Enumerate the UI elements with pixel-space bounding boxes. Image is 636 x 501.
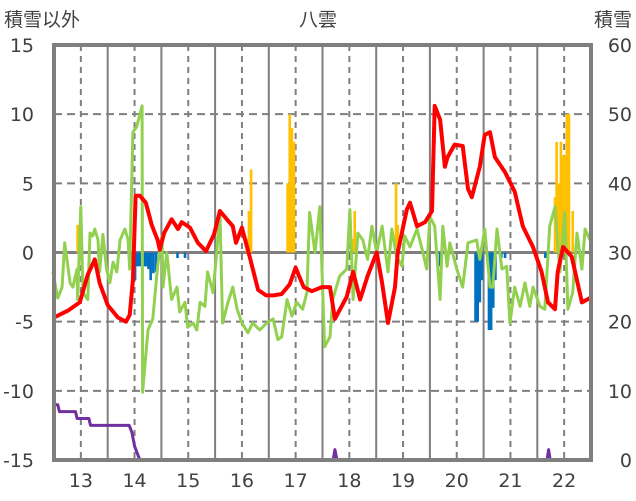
x-tick-label: 20: [445, 470, 469, 492]
y-left-tick-label: 5: [22, 173, 34, 195]
orange-bar: [353, 211, 357, 253]
blue-bar: [480, 252, 484, 281]
x-tick-label: 18: [337, 470, 361, 492]
right-axis-label: 積雪: [594, 9, 632, 31]
blue-bar: [183, 252, 187, 259]
orange-bar: [249, 169, 253, 253]
x-tick-label: 21: [498, 470, 522, 492]
orange-bar: [557, 183, 561, 253]
y-left-tick-label: -10: [3, 381, 34, 403]
tick-labels: 13 14 15 16 17 18 19 20 21 22151050-5-10-15605040…: [3, 35, 632, 492]
x-tick-label: 16: [230, 470, 254, 492]
x-tick-label: 22: [552, 470, 576, 492]
blue-bar: [487, 252, 491, 330]
blue-bar: [138, 252, 141, 267]
orange-bar: [247, 211, 251, 253]
x-tick-label: 19: [391, 470, 415, 492]
orange-bar: [565, 114, 569, 253]
blue-bar: [147, 252, 150, 270]
y-right-tick-label: 60: [608, 35, 632, 57]
x-tick-label: 14: [122, 470, 146, 492]
bars: [76, 114, 575, 330]
x-tick-label: 13: [69, 470, 93, 492]
x-tick-label: 15: [176, 470, 200, 492]
orange-bar: [292, 141, 296, 253]
y-right-tick-label: 10: [608, 381, 632, 403]
blue-bar: [476, 252, 479, 322]
plot-frame: [52, 43, 593, 462]
green-series-line: [51, 104, 592, 394]
blue-bar: [145, 252, 148, 267]
y-right-tick-label: 0: [620, 450, 632, 472]
y-right-tick-label: 50: [608, 104, 632, 126]
orange-bar: [559, 141, 563, 253]
red-series-line: [53, 103, 591, 325]
orange-bar: [567, 114, 571, 253]
blue-bar: [149, 252, 152, 281]
y-left-tick-label: 15: [10, 35, 34, 57]
y-right-tick-label: 30: [608, 243, 632, 265]
chart-title: 八雲: [299, 9, 337, 31]
blue-bar: [489, 252, 493, 330]
orange-bar: [555, 141, 558, 253]
orange-bar: [288, 114, 292, 253]
blue-bar: [544, 252, 547, 259]
orange-bar: [76, 224, 79, 253]
y-left-tick-label: -15: [3, 450, 34, 472]
plot-border: [52, 43, 593, 462]
orange-bar: [561, 155, 565, 253]
left-axis-label: 積雪以外: [4, 9, 80, 31]
orange-bar: [286, 183, 289, 253]
orange-bar: [563, 155, 566, 253]
blue-bar: [135, 252, 139, 267]
orange-bar: [351, 238, 355, 253]
y-left-tick-label: -5: [15, 312, 34, 334]
blue-bar: [142, 252, 146, 267]
y-left-tick-label: 10: [10, 104, 34, 126]
orange-bar: [290, 128, 294, 253]
orange-bar: [396, 224, 399, 253]
blue-bar: [154, 252, 158, 272]
blue-bar: [503, 252, 507, 259]
y-left-tick-label: 0: [22, 243, 34, 265]
blue-bar: [474, 252, 477, 322]
y-right-tick-label: 40: [608, 173, 632, 195]
blue-bar: [176, 252, 179, 259]
blue-bar: [152, 252, 155, 274]
blue-bar: [478, 252, 482, 303]
x-tick-label: 17: [284, 470, 308, 492]
y-right-tick-label: 20: [608, 312, 632, 334]
orange-bar: [394, 183, 398, 253]
orange-bar: [571, 211, 575, 253]
